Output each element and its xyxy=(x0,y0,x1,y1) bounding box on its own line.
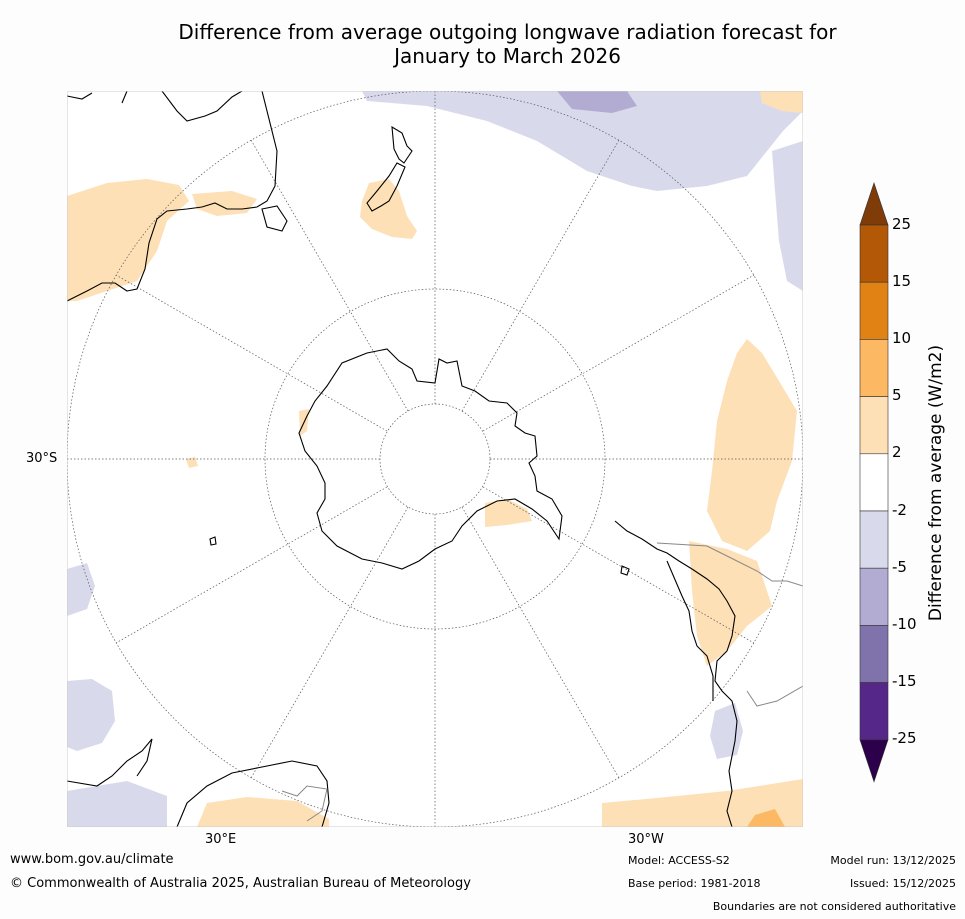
colorbar-title: Difference from average (W/m2) xyxy=(926,344,946,622)
colorbar-tick: 5 xyxy=(892,386,902,404)
anomaly-pos-south-america xyxy=(707,339,797,551)
anomaly-pos-southeast-strong xyxy=(747,809,785,827)
boundaries xyxy=(281,542,803,822)
footer-base-period: Base period: 1981-2018 xyxy=(628,877,761,890)
anomaly-neg-north-strong xyxy=(557,91,637,113)
colorbar-tick: 25 xyxy=(892,215,912,233)
footer-copyright: © Commonwealth of Australia 2025, Austra… xyxy=(10,876,471,891)
nz-south-coast xyxy=(366,162,406,212)
colorbar-tick: -5 xyxy=(892,558,907,576)
islands-falklands xyxy=(620,565,630,576)
south-america-coast xyxy=(614,520,738,827)
footer-model-run: Model run: 13/12/2025 xyxy=(830,854,956,867)
colorbar-bin xyxy=(859,625,889,683)
south-america-mid-coast xyxy=(666,560,714,701)
anomaly-neg-north-east xyxy=(772,141,803,291)
title-line-2: January to March 2026 xyxy=(394,44,621,68)
colorbar-bin xyxy=(859,281,889,340)
colorbar-bin xyxy=(859,739,889,783)
anomaly-pos-patch xyxy=(186,457,198,468)
antarctica-coast xyxy=(298,348,563,570)
anomaly-neg-west xyxy=(67,563,95,616)
title-line-1: Difference from average outgoing longwav… xyxy=(178,20,837,44)
colorbar-bin xyxy=(859,224,889,283)
latitude-label-30s: 30°S xyxy=(26,451,58,466)
colorbar-tick: 15 xyxy=(892,272,912,290)
longitude-label-30w: 30°W xyxy=(628,832,664,847)
anomaly-pos-ne xyxy=(760,91,803,113)
colorbar-bin xyxy=(859,510,889,569)
tasmania-coast xyxy=(261,205,288,232)
chart-title: Difference from average outgoing longwav… xyxy=(120,20,895,68)
anomaly-neg-southwest xyxy=(67,679,115,751)
colorbar xyxy=(859,182,889,783)
colorbar-bin xyxy=(859,182,889,226)
colorbar-tick: 10 xyxy=(892,329,912,347)
colorbar-bin xyxy=(859,339,889,397)
anomaly-pos-patagonia xyxy=(689,541,772,666)
polar-map xyxy=(67,91,803,827)
colorbar-bin xyxy=(859,453,889,512)
footer-issued: Issued: 15/12/2025 xyxy=(849,877,956,890)
anomaly-pos-australia xyxy=(67,179,189,301)
footer-model: Model: ACCESS-S2 xyxy=(628,854,730,867)
graticule xyxy=(67,91,803,827)
anomaly-pos-antarctic-peninsula xyxy=(485,499,532,527)
footer-disclaimer: Boundaries are not considered authoritat… xyxy=(712,900,956,913)
footer-website: www.bom.gov.au/climate xyxy=(10,852,174,867)
colorbar-tick: -25 xyxy=(892,729,917,747)
colorbar-tick: -2 xyxy=(892,501,907,519)
anomaly-pos-southeast xyxy=(602,779,803,827)
colorbar-tick: -10 xyxy=(892,615,917,633)
colorbar-tick: -15 xyxy=(892,672,917,690)
anomaly-pos-south-africa xyxy=(197,797,329,827)
colorbar-bin xyxy=(859,682,889,741)
nz-north-coast xyxy=(391,125,413,164)
australia-coast xyxy=(67,91,278,302)
africa-coast xyxy=(67,738,330,827)
longitude-label-30e: 30°E xyxy=(205,832,237,847)
anomaly-pos-australia-south xyxy=(192,191,257,216)
colorbar-bin xyxy=(859,396,889,455)
islands-kerguelen xyxy=(209,536,217,546)
colorbar-tick: 2 xyxy=(892,443,902,461)
anomaly-neg-north xyxy=(362,91,803,191)
anomaly-neg-southwest-bottom xyxy=(67,781,167,827)
colorbar-bin xyxy=(859,567,889,626)
coastlines xyxy=(67,91,738,827)
